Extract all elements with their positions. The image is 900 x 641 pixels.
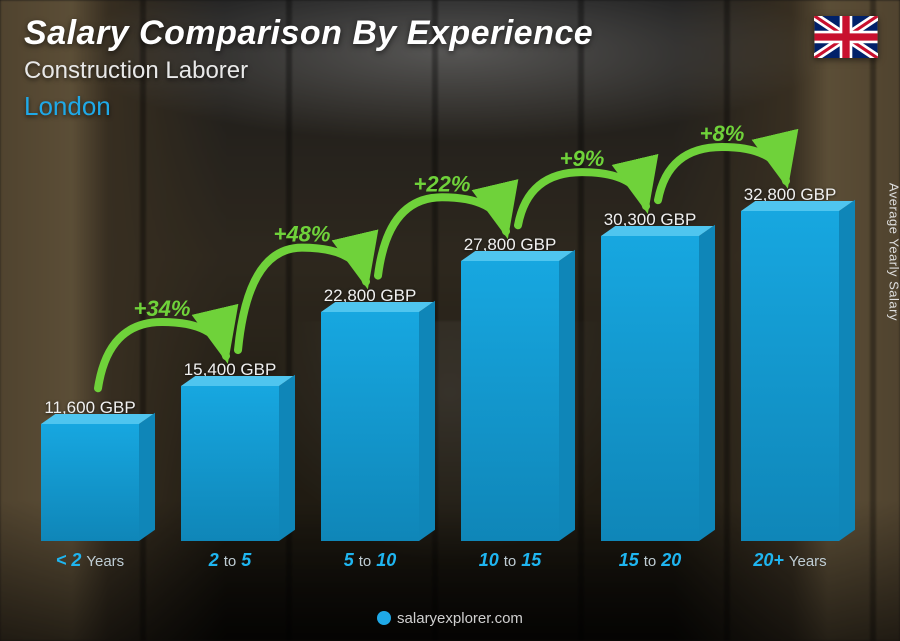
x-axis-label: 2 to 5: [160, 550, 300, 571]
bar: [41, 424, 139, 541]
bar-top: [181, 376, 293, 386]
footer-text: salaryexplorer.com: [397, 610, 523, 627]
bar: [181, 386, 279, 541]
bar-front: [41, 424, 139, 541]
x-axis: < 2 Years2 to 55 to 1010 to 1515 to 2020…: [20, 550, 860, 571]
bar-group: 27,800 GBP: [440, 235, 580, 541]
bar-group: 11,600 GBP: [20, 398, 160, 541]
bar-top: [741, 201, 853, 211]
header: Salary Comparison By Experience Construc…: [24, 14, 876, 122]
bar-side: [839, 200, 855, 541]
city-label: London: [24, 91, 876, 122]
x-axis-label: 15 to 20: [580, 550, 720, 571]
bar-side: [279, 375, 295, 541]
bar: [601, 236, 699, 541]
salaryexplorer-logo-icon: [377, 611, 391, 625]
bar-side: [139, 413, 155, 541]
bar-side: [559, 250, 575, 541]
x-axis-label: 10 to 15: [440, 550, 580, 571]
x-axis-label: < 2 Years: [20, 550, 160, 571]
bar-top: [41, 414, 153, 424]
bar-front: [461, 261, 559, 541]
bar-side: [419, 300, 435, 541]
bar-front: [601, 236, 699, 541]
bar: [741, 211, 839, 541]
bar-front: [321, 312, 419, 541]
bar-top: [601, 226, 713, 236]
bar-group: 22,800 GBP: [300, 286, 440, 541]
footer: salaryexplorer.com: [0, 610, 900, 627]
bar: [461, 261, 559, 541]
bar-group: 30,300 GBP: [580, 210, 720, 541]
bar-top: [321, 302, 433, 312]
bar-chart: 11,600 GBP15,400 GBP22,800 GBP27,800 GBP…: [20, 140, 860, 571]
bar-top: [461, 251, 573, 261]
bar: [321, 312, 419, 541]
bar-group: 32,800 GBP: [720, 185, 860, 541]
bar-front: [741, 211, 839, 541]
bar-front: [181, 386, 279, 541]
page-title: Salary Comparison By Experience: [24, 14, 876, 53]
page-subtitle: Construction Laborer: [24, 57, 876, 85]
x-axis-label: 5 to 10: [300, 550, 440, 571]
uk-flag-icon: [814, 16, 878, 58]
x-axis-label: 20+ Years: [720, 550, 860, 571]
bars-container: 11,600 GBP15,400 GBP22,800 GBP27,800 GBP…: [20, 140, 860, 541]
bar-group: 15,400 GBP: [160, 360, 300, 541]
y-axis-label: Average Yearly Salary: [887, 182, 900, 320]
bar-side: [699, 225, 715, 541]
